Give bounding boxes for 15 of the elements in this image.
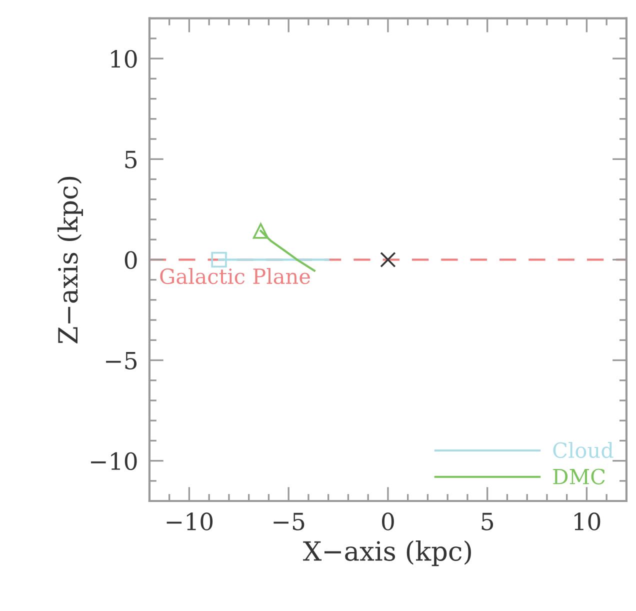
y-axis-title: Z−axis (kpc) <box>57 176 83 344</box>
y-tick-label: −5 <box>106 352 137 370</box>
y-tick-label: 5 <box>125 150 137 168</box>
y-tick-label: 10 <box>111 50 137 68</box>
x-tick-label: −5 <box>274 512 304 530</box>
x-tick-label: 5 <box>482 512 494 530</box>
legend-label: DMC <box>553 468 605 484</box>
x-tick-label: 0 <box>382 512 394 530</box>
legend-label: Cloud <box>553 442 614 458</box>
x-tick-label: 10 <box>574 512 600 530</box>
x-tick-label: −10 <box>166 512 213 530</box>
y-tick-label: −10 <box>91 452 137 470</box>
ref-line-label: Galactic Plane <box>160 268 310 284</box>
y-tick-label: 0 <box>124 251 137 269</box>
x-axis-title: X−axis (kpc) <box>303 540 471 566</box>
